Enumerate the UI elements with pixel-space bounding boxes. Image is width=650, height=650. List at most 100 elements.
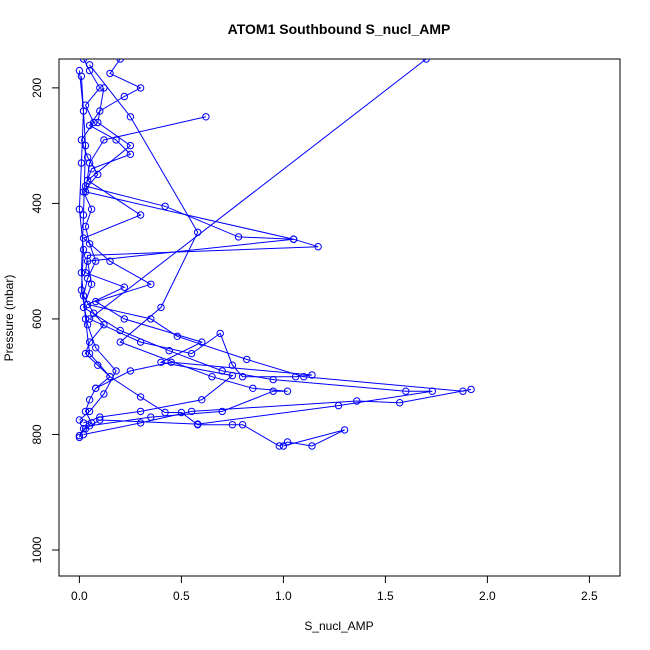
data-point xyxy=(136,338,145,346)
data-point xyxy=(79,59,88,63)
x-axis-label: S_nucl_AMP xyxy=(304,619,373,633)
y-axis-label: Pressure (mbar) xyxy=(2,275,16,362)
data-point xyxy=(459,387,467,395)
data-point xyxy=(216,329,224,338)
data-point xyxy=(198,396,206,404)
series-line xyxy=(82,87,234,424)
data-point xyxy=(126,150,135,159)
data-point xyxy=(116,338,124,346)
series-6 xyxy=(77,72,349,450)
y-tick-label: 1000 xyxy=(30,536,44,563)
data-point xyxy=(340,426,349,434)
series-line xyxy=(83,59,472,435)
data-point xyxy=(79,425,88,433)
data-point xyxy=(85,407,94,416)
data-point xyxy=(314,243,322,251)
x-tick-label: 1.0 xyxy=(275,589,292,603)
data-point xyxy=(79,107,88,115)
data-point xyxy=(228,361,237,369)
data-point xyxy=(81,188,90,196)
data-point xyxy=(85,338,94,346)
data-point xyxy=(79,245,88,254)
data-point xyxy=(100,84,108,92)
data-point xyxy=(116,59,124,63)
data-point xyxy=(85,422,94,430)
data-point xyxy=(75,431,84,440)
data-point xyxy=(94,118,102,127)
y-tick-label: 800 xyxy=(30,424,44,444)
data-point xyxy=(269,387,277,395)
data-point xyxy=(83,251,92,260)
x-tick-label: 2.5 xyxy=(581,589,598,603)
data-point xyxy=(120,315,129,323)
series-4 xyxy=(85,59,430,392)
data-point xyxy=(249,384,257,392)
data-point xyxy=(120,92,129,101)
data-point xyxy=(275,442,283,450)
series-7 xyxy=(79,84,237,427)
data-point xyxy=(106,69,114,78)
data-point xyxy=(106,257,114,265)
data-point xyxy=(77,159,86,167)
data-point xyxy=(85,121,94,130)
data-point xyxy=(396,399,404,407)
data-point xyxy=(92,344,100,352)
data-point xyxy=(228,371,237,380)
data-point xyxy=(283,387,292,395)
data-point xyxy=(75,416,84,424)
data-point xyxy=(77,269,86,277)
data-point xyxy=(177,408,186,417)
data-point xyxy=(136,393,145,401)
data-point xyxy=(147,280,155,288)
data-point xyxy=(198,338,206,346)
data-point xyxy=(83,257,92,265)
data-point xyxy=(283,438,292,446)
data-point xyxy=(85,66,94,75)
y-tick-label: 400 xyxy=(30,193,44,213)
data-point xyxy=(92,384,100,392)
data-point xyxy=(85,349,94,358)
data-point xyxy=(136,419,145,427)
data-point xyxy=(194,421,202,429)
data-point xyxy=(308,442,316,450)
data-point xyxy=(77,286,86,294)
data-point xyxy=(100,390,108,398)
data-point xyxy=(467,385,475,394)
data-point xyxy=(83,321,92,329)
data-point xyxy=(228,421,237,429)
data-point xyxy=(157,358,165,366)
data-point xyxy=(96,107,104,115)
data-point xyxy=(187,407,196,416)
data-point xyxy=(85,159,94,167)
y-tick-label: 200 xyxy=(30,78,44,98)
x-tick-label: 0.5 xyxy=(173,589,190,603)
series-line xyxy=(89,64,288,427)
chart-title: ATOM1 Southbound S_nucl_AMP xyxy=(228,21,451,37)
data-point xyxy=(161,408,169,417)
data-point xyxy=(136,211,145,219)
y-tick-label: 600 xyxy=(30,309,44,329)
data-point xyxy=(75,66,84,75)
data-point xyxy=(120,283,129,291)
data-point xyxy=(422,59,430,63)
series-8 xyxy=(75,66,120,424)
data-point xyxy=(147,413,155,421)
x-tick-label: 1.5 xyxy=(377,589,394,603)
data-point xyxy=(100,321,108,329)
data-point xyxy=(92,297,100,306)
series-line xyxy=(80,76,345,447)
data-point xyxy=(218,407,226,416)
data-point xyxy=(308,371,316,379)
data-point xyxy=(85,240,94,248)
data-point xyxy=(238,421,247,429)
series-5 xyxy=(85,61,292,430)
data-point xyxy=(289,235,298,243)
data-point xyxy=(94,361,102,369)
data-point xyxy=(238,373,247,381)
data-point xyxy=(81,222,90,231)
data-point xyxy=(85,396,94,404)
data-point xyxy=(83,176,92,185)
series-line xyxy=(78,70,117,421)
data-point xyxy=(334,401,343,410)
data-point xyxy=(208,373,216,381)
